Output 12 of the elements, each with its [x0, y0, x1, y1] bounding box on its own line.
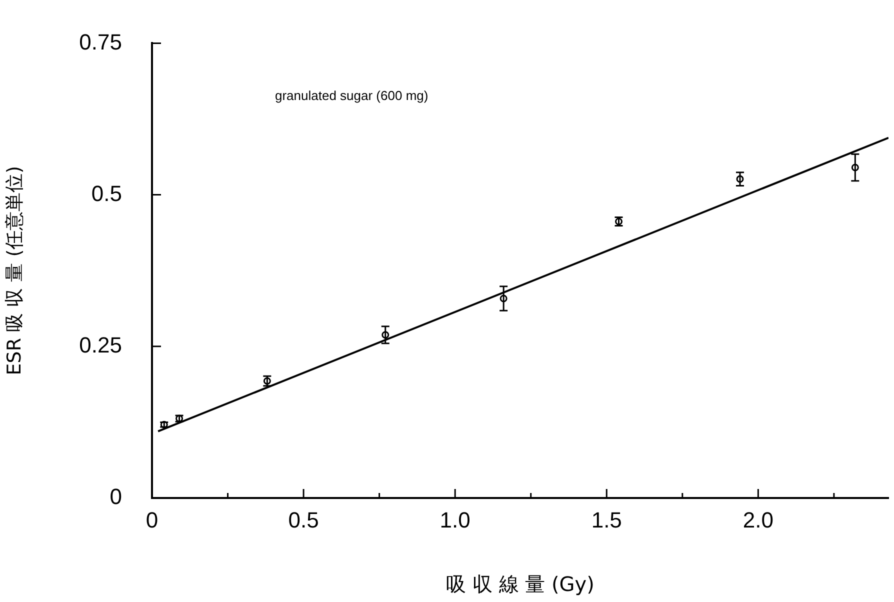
y-axis-title: ESR 吸 収 量 (任意単位) — [3, 166, 26, 376]
y-tick-label: 0.25 — [79, 332, 122, 358]
x-tick-label: 1.0 — [440, 507, 470, 532]
x-tick-label: 1.5 — [591, 507, 622, 532]
x-tick-label: 0 — [146, 507, 158, 532]
x-axis-title: 吸 収 線 量 (Gy) — [446, 572, 594, 596]
x-tick-label: 2.0 — [742, 507, 774, 532]
y-tick-label: 0.5 — [91, 180, 122, 206]
annotation: granulated sugar (600 mg) — [275, 88, 428, 103]
y-tick-label: 0 — [110, 484, 122, 510]
x-tick-label: 0.5 — [288, 507, 319, 532]
y-tick-label: 0.75 — [79, 29, 122, 54]
